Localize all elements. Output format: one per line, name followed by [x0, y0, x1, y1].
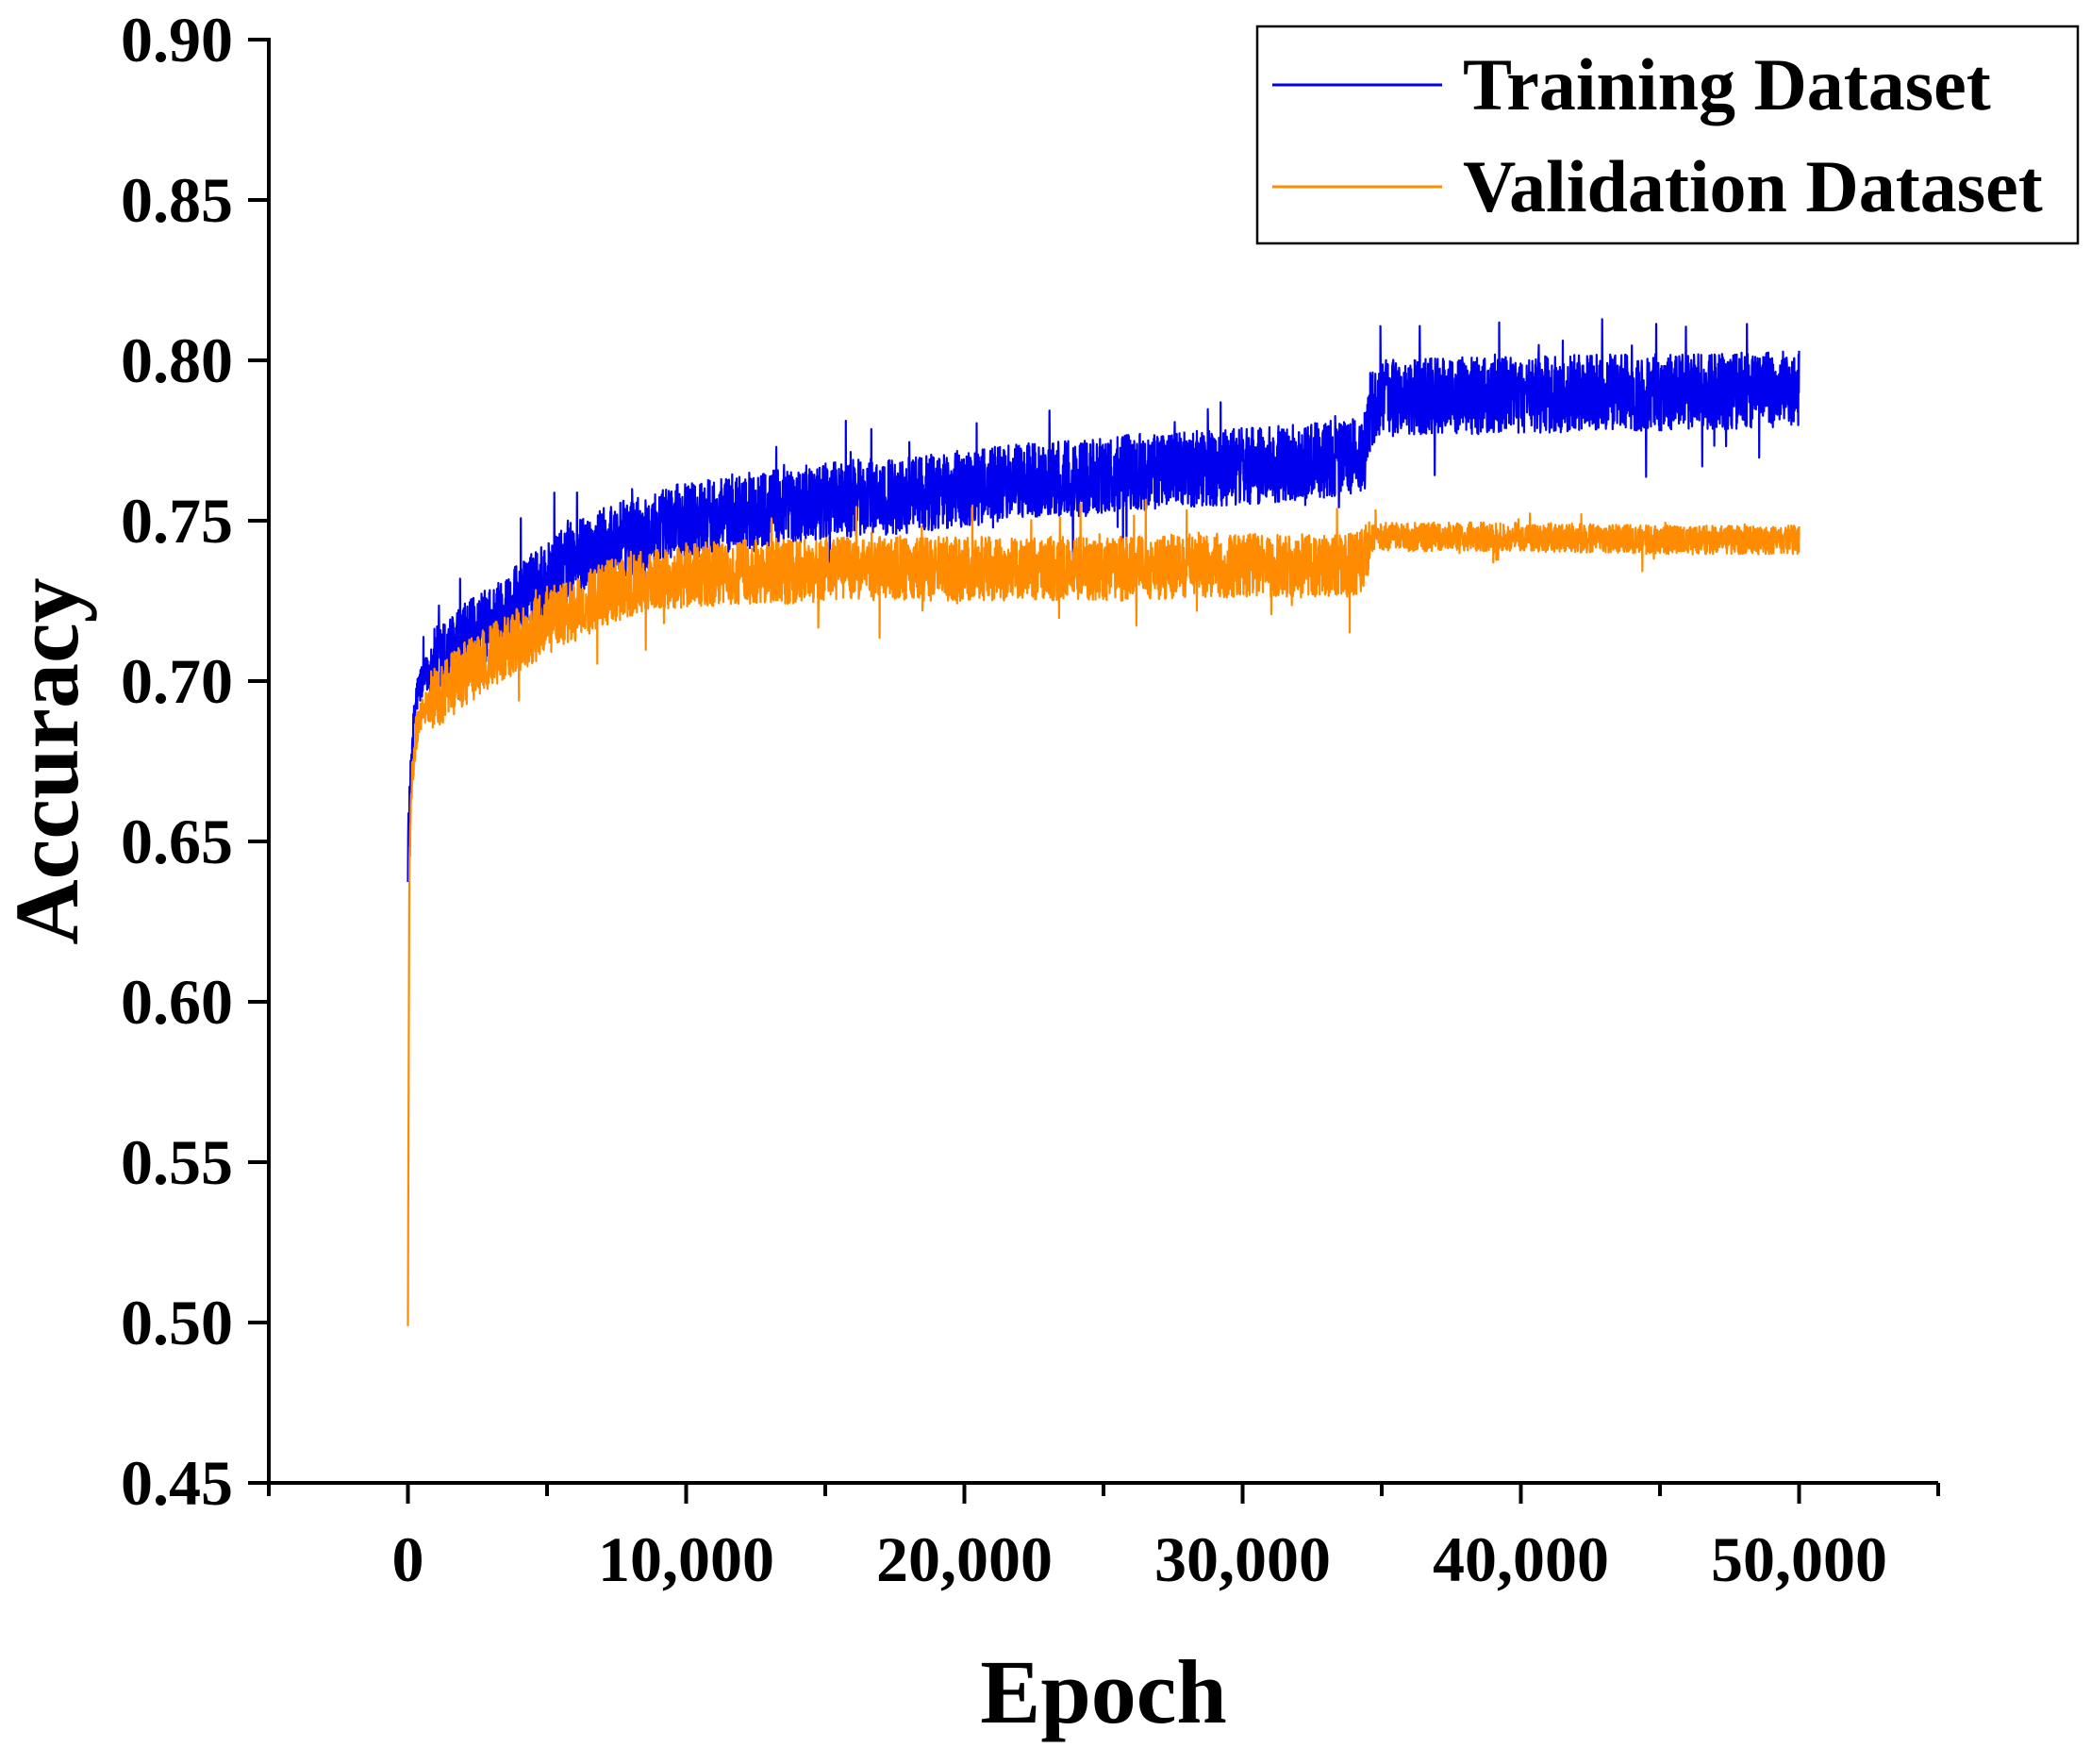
- legend-label-validation: Validation Dataset: [1463, 145, 2043, 227]
- y-tick-label: 0.80: [121, 325, 233, 396]
- x-tick-label: 40,000: [1433, 1523, 1609, 1595]
- legend-box: [1255, 25, 2080, 245]
- y-tick-label: 0.60: [121, 966, 233, 1038]
- series-line-training: [407, 318, 1801, 883]
- x-tick-label: 10,000: [598, 1523, 774, 1595]
- y-tick-label: 0.55: [121, 1126, 233, 1198]
- x-tick-label: 0: [392, 1523, 424, 1595]
- y-axis-title: Accuracy: [0, 577, 97, 944]
- x-axis-title: Epoch: [980, 1641, 1226, 1742]
- x-tick-label: 50,000: [1711, 1523, 1887, 1595]
- y-tick-label: 0.45: [121, 1447, 233, 1519]
- y-tick-label: 0.70: [121, 645, 233, 717]
- series-line-validation: [407, 498, 1801, 1326]
- x-tick-label: 20,000: [876, 1523, 1053, 1595]
- x-tick-label: 30,000: [1154, 1523, 1331, 1595]
- y-tick-label: 0.50: [121, 1287, 233, 1358]
- y-tick-label: 0.75: [121, 485, 233, 557]
- legend: Training Dataset Validation Dataset: [1255, 25, 2080, 245]
- series-layer: [407, 318, 1801, 1326]
- axes-layer: 0 10,000 20,000 30,000 40,000 50,000 0.45 0.50 0…: [121, 4, 1940, 1595]
- y-tick-label: 0.85: [121, 164, 233, 236]
- y-tick-label: 0.90: [121, 4, 233, 75]
- y-tick-label: 0.65: [121, 806, 233, 877]
- legend-label-training: Training Dataset: [1463, 43, 1991, 125]
